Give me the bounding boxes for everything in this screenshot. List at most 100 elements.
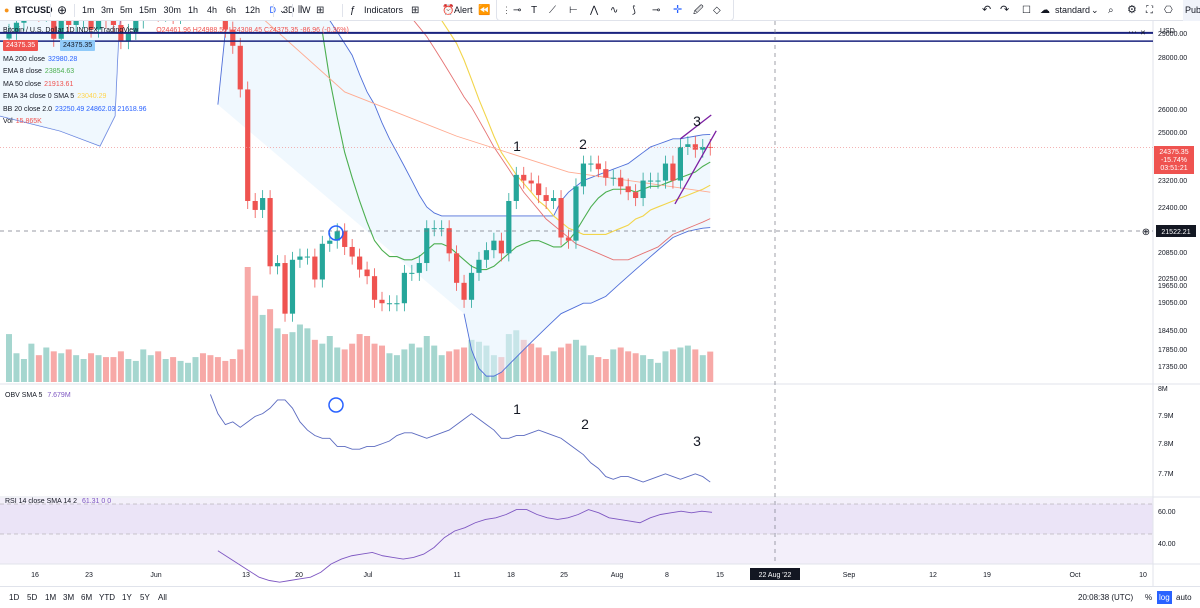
timeframe-1m[interactable]: 1m	[82, 5, 95, 15]
ray-tool-icon[interactable]: ⊸	[652, 5, 661, 16]
range-1m[interactable]: 1M	[45, 593, 57, 602]
indicator-legend-row[interactable]: BB 20 close 2.0 23250.49 24862.03 21618.9…	[3, 104, 147, 116]
timeframe-30m[interactable]: 30m	[163, 5, 182, 15]
timeframe-5m[interactable]: 5m	[120, 5, 133, 15]
range-1d[interactable]: 1D	[9, 593, 20, 602]
volume-bar	[535, 347, 542, 382]
obv-axis-tick: 7.8M	[1158, 441, 1174, 448]
timeframe-w[interactable]: W	[302, 5, 311, 15]
fullscreen-icon[interactable]: ⛶	[1146, 5, 1153, 16]
candle-body	[371, 276, 378, 300]
candle-body	[379, 299, 385, 304]
eraser-tool-icon[interactable]: ◇	[713, 5, 721, 16]
volume-bar	[349, 343, 356, 382]
candle-body	[245, 89, 251, 201]
wave-label-obv: 3	[693, 433, 701, 449]
range-ytd[interactable]: YTD	[99, 593, 115, 602]
range-1y[interactable]: 1Y	[122, 593, 132, 602]
publish-button[interactable]: Pub	[1183, 0, 1200, 21]
timeframe-dropdown-icon[interactable]: ⌄	[279, 5, 287, 15]
time-axis-tick: 18	[507, 572, 515, 579]
timeframe-d[interactable]: D	[270, 0, 277, 21]
crosshair-tool-icon[interactable]: ✛	[673, 4, 683, 16]
rsi-axis-tick: 60.00	[1158, 509, 1176, 516]
templates-icon[interactable]: ⊞	[411, 5, 420, 16]
redo-icon[interactable]: ↷	[1000, 4, 1010, 16]
range-6m[interactable]: 6M	[81, 593, 93, 602]
indicator-legend-row[interactable]: Vol 15.865K	[3, 116, 147, 128]
timeframe-3d[interactable]: 3D	[283, 5, 295, 15]
search-icon[interactable]: ⌕	[1108, 5, 1114, 16]
brush-tool-icon[interactable]: 🖉	[693, 5, 704, 16]
bollinger-lower-line	[463, 227, 711, 377]
timeframe-12h[interactable]: 12h	[245, 5, 261, 15]
volume-bar	[647, 359, 654, 382]
volume-bar	[65, 349, 72, 382]
camera-snapshot-icon[interactable]: ⎔	[1164, 5, 1173, 16]
curve-tool-icon[interactable]: ∿	[610, 5, 619, 16]
text-tool-icon[interactable]: T	[531, 5, 538, 16]
volume-bar	[386, 353, 393, 382]
candle-body	[580, 163, 587, 187]
candle-body	[468, 272, 475, 300]
volume-bar	[580, 345, 587, 382]
volume-bar	[379, 345, 385, 382]
indicator-legend-value: 21913.61	[44, 80, 74, 88]
long-position-tool-icon[interactable]: ⊢	[569, 5, 578, 16]
horizontal-line-tool-icon[interactable]: ⊸	[513, 5, 522, 16]
volume-bar	[602, 359, 609, 382]
time-axis-tick: Aug	[611, 572, 624, 579]
range-5d[interactable]: 5D	[27, 593, 38, 602]
candle-body	[6, 31, 12, 39]
log-toggle[interactable]: log	[1157, 591, 1172, 604]
volume-bar	[289, 332, 296, 382]
undo-icon[interactable]: ↶	[982, 4, 992, 16]
drag-handle-icon[interactable]: ⋮	[502, 5, 511, 15]
indicator-legend-row[interactable]: EMA 34 close 0 SMA 5 23040.29	[3, 91, 147, 103]
candle-body	[222, 21, 228, 30]
candle-body	[439, 228, 445, 230]
candles-chart-type-icon[interactable]: ⫴	[298, 5, 303, 16]
timeframe-3m[interactable]: 3m	[101, 5, 114, 15]
timeframe-1h[interactable]: 1h	[188, 5, 199, 15]
replay-icon[interactable]: ⏪	[478, 5, 491, 16]
bars-chart-type-icon[interactable]: ⊞	[316, 5, 325, 16]
range-3m[interactable]: 3M	[63, 593, 75, 602]
indicator-legend: MA 200 close 32980.28 EMA 8 close 23854.63 M…	[3, 54, 147, 128]
bitcoin-logo-icon: ●	[4, 5, 10, 15]
volume-bar	[177, 360, 184, 382]
percent-toggle[interactable]: %	[1145, 593, 1153, 602]
layout-name-button[interactable]: standard	[1055, 5, 1091, 15]
timeframe-15m[interactable]: 15m	[139, 5, 157, 15]
volume-bar	[364, 336, 371, 382]
crosshair-date-value: 22 Aug '22	[759, 572, 792, 579]
volume-bar	[423, 336, 430, 382]
range-5y[interactable]: 5Y	[140, 593, 150, 602]
layout-icon[interactable]: ☐	[1022, 5, 1031, 16]
candle-body	[289, 259, 296, 314]
symbol-search[interactable]: BTCUSD	[15, 5, 53, 15]
indicator-legend-row[interactable]: MA 50 close 21913.61	[3, 79, 147, 91]
indicator-legend-row[interactable]: MA 200 close 32980.28	[3, 54, 147, 66]
chart-area[interactable]: 1 23123USD29000.0028000.0026000.0025000.0…	[0, 21, 1200, 586]
timeframe-6h[interactable]: 6h	[226, 5, 237, 15]
indicator-legend-row[interactable]: EMA 8 close 23854.63	[3, 66, 147, 78]
layout-dropdown-icon[interactable]: ⌄	[1091, 5, 1099, 15]
volume-bar	[170, 357, 177, 382]
auto-toggle[interactable]: auto	[1176, 593, 1192, 602]
volume-bar	[610, 349, 617, 382]
compare-plus-icon[interactable]: ⊕	[57, 3, 68, 17]
settings-gear-icon[interactable]: ⚙	[1127, 4, 1137, 16]
candle-body	[431, 228, 437, 230]
alert-button[interactable]: Alert	[454, 5, 473, 15]
candle-body	[334, 231, 340, 241]
timeframe-4h[interactable]: 4h	[207, 5, 218, 15]
range-all[interactable]: All	[158, 593, 167, 602]
volume-bar	[401, 349, 408, 382]
volume-bar	[95, 355, 102, 382]
trend-line-tool-icon[interactable]: ⟋	[549, 5, 556, 16]
pitchfork-tool-icon[interactable]: ⋀	[590, 5, 599, 16]
utc-clock[interactable]: 20:08:38 (UTC)	[1078, 593, 1134, 602]
path-tool-icon[interactable]: ⟆	[632, 5, 636, 16]
indicators-button[interactable]: Indicators	[364, 5, 404, 15]
